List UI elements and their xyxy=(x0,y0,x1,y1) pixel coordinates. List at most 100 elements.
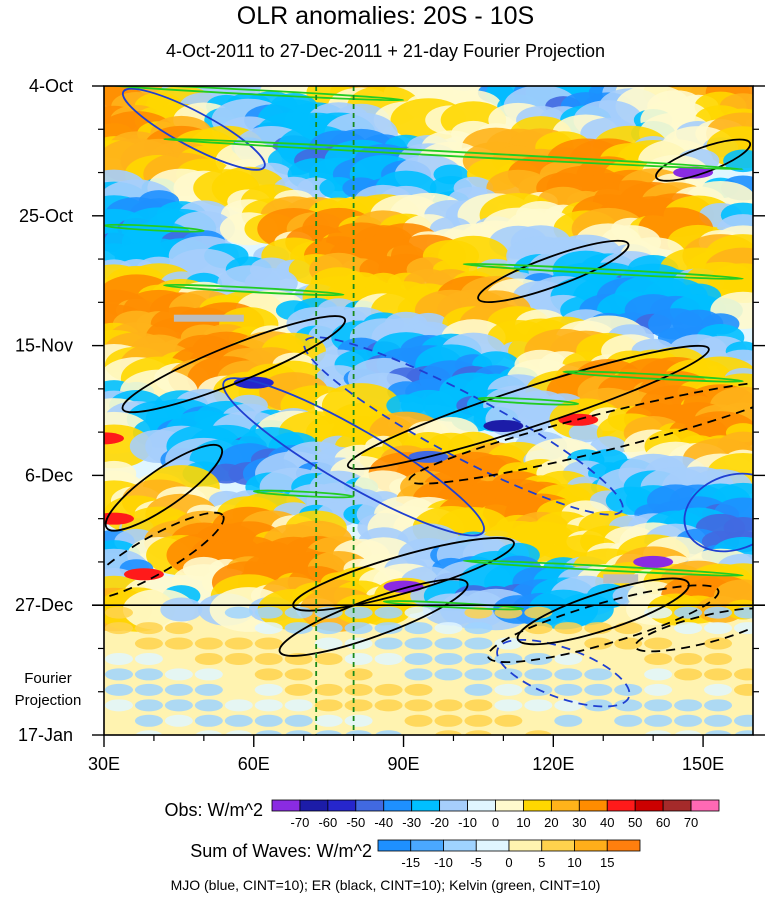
y-tick-label: 25-Oct xyxy=(19,206,73,226)
projection-anomaly-cell xyxy=(674,622,703,635)
projection-anomaly-cell xyxy=(344,668,373,681)
projection-anomaly-cell xyxy=(134,683,163,696)
projection-anomaly-cell xyxy=(194,652,223,665)
projection-anomaly-cell xyxy=(135,730,163,735)
projection-anomaly-cell xyxy=(404,699,433,712)
y-tick-label: 15-Nov xyxy=(15,336,73,356)
projection-anomaly-cell xyxy=(284,714,313,727)
kelvin-contour xyxy=(163,283,345,297)
projection-anomaly-cell xyxy=(494,668,523,681)
projection-anomaly-cell xyxy=(164,683,193,696)
obs-colorbar-swatch xyxy=(662,799,692,812)
projection-anomaly-cell xyxy=(614,699,643,712)
waves-colorbar-level: -15 xyxy=(401,855,420,870)
kelvin-contour xyxy=(562,370,744,383)
waves-colorbar-swatch xyxy=(574,839,608,852)
obs-colorbar-level: 20 xyxy=(544,815,558,830)
kelvin-contour xyxy=(252,489,355,499)
er-contour xyxy=(104,443,224,532)
projection-anomaly-cell xyxy=(344,699,373,712)
obs-strong-anomaly xyxy=(383,580,424,593)
projection-anomaly-cell xyxy=(404,606,433,619)
waves-colorbar-swatch xyxy=(377,839,412,852)
projection-anomaly-cell xyxy=(374,730,403,735)
projection-anomaly-cell xyxy=(644,652,673,665)
projection-anomaly-cell xyxy=(674,730,702,735)
obs-colorbar-level: 30 xyxy=(572,815,586,830)
obs-colorbar-level: -70 xyxy=(291,815,310,830)
projection-anomaly-cell xyxy=(314,652,343,665)
projection-anomaly-cell xyxy=(524,622,553,635)
obs-colorbar-level: 50 xyxy=(628,815,642,830)
projection-anomaly-cell xyxy=(404,714,433,727)
projection-anomaly-cell xyxy=(194,637,223,650)
obs-colorbar-level: 0 xyxy=(492,815,499,830)
projection-anomaly-cell xyxy=(464,730,493,735)
er-contour xyxy=(121,315,347,414)
projection-anomaly-cell xyxy=(734,668,753,681)
projection-anomaly-cell xyxy=(554,699,583,712)
projection-anomaly-cell xyxy=(314,683,343,696)
projection-anomaly-cell xyxy=(104,606,133,619)
er-contour xyxy=(346,344,710,470)
projection-anomaly-cell xyxy=(254,652,283,665)
x-tick-label: 120E xyxy=(532,754,574,774)
projection-anomaly-cell xyxy=(674,699,703,712)
kelvin-contour xyxy=(477,396,580,406)
projection-anomaly-cell xyxy=(225,730,253,735)
projection-anomaly-cell xyxy=(374,622,403,635)
mjo-contour xyxy=(121,87,266,171)
projection-anomaly-cell xyxy=(134,714,163,727)
projection-anomaly-cell xyxy=(314,699,343,712)
obs-colorbar-swatch xyxy=(271,799,301,812)
projection-anomaly-cell xyxy=(464,683,493,696)
projection-anomaly-cell xyxy=(284,683,313,696)
x-tick-label: 150E xyxy=(682,754,724,774)
waves-colorbar-level: 15 xyxy=(600,855,614,870)
waves-colorbar-level: -5 xyxy=(470,855,482,870)
mjo-contour xyxy=(222,377,485,537)
projection-anomaly-cell xyxy=(284,606,313,619)
obs-strong-anomaly xyxy=(104,432,124,445)
projection-anomaly-cell xyxy=(464,668,493,681)
projection-anomaly-cell xyxy=(644,730,672,735)
projection-anomaly-cell xyxy=(494,699,523,712)
projection-anomaly-cell xyxy=(344,714,373,727)
projection-anomaly-cell xyxy=(704,652,733,665)
y-tick-label: 27-Dec xyxy=(15,595,73,615)
projection-anomaly-cell xyxy=(464,622,493,635)
waves-colorbar-level: 5 xyxy=(538,855,545,870)
kelvin-contour xyxy=(104,86,405,102)
projection-anomaly-cell xyxy=(614,637,643,650)
waves-colorbar-level: 0 xyxy=(505,855,512,870)
obs-strong-anomaly xyxy=(483,419,524,432)
projection-anomaly-cell xyxy=(344,730,373,735)
mjo-contour xyxy=(496,638,631,708)
projection-anomaly-cell xyxy=(674,606,703,619)
projection-anomaly-cell xyxy=(194,683,223,696)
projection-anomaly-cell xyxy=(254,622,283,635)
projection-anomaly-cell xyxy=(644,668,673,681)
projection-anomaly-cell xyxy=(584,683,613,696)
contour-legend-note: MJO (blue, CINT=10); ER (black, CINT=10)… xyxy=(170,877,601,893)
projection-anomaly-cell xyxy=(254,637,283,650)
obs-strong-anomaly xyxy=(633,555,674,568)
projection-anomaly-cell xyxy=(284,699,313,712)
projection-anomaly-cell xyxy=(674,668,703,681)
kelvin-contour xyxy=(163,137,744,171)
projection-anomaly-cell xyxy=(434,637,463,650)
er-contour xyxy=(477,239,630,303)
projection-anomaly-cell xyxy=(734,683,753,696)
obs-anomaly-cell xyxy=(568,423,603,443)
projection-anomaly-cell xyxy=(644,606,673,619)
projection-anomaly-cell xyxy=(494,637,523,650)
plot-area xyxy=(104,86,753,735)
obs-colorbar-swatch xyxy=(355,799,385,812)
obs-colorbar-swatch xyxy=(634,799,664,812)
obs-colorbar-level: 10 xyxy=(516,815,530,830)
projection-anomaly-cell xyxy=(314,714,343,727)
projection-anomaly-cell xyxy=(404,668,433,681)
projection-anomaly-cell xyxy=(224,606,253,619)
projection-anomaly-cell xyxy=(404,652,433,665)
